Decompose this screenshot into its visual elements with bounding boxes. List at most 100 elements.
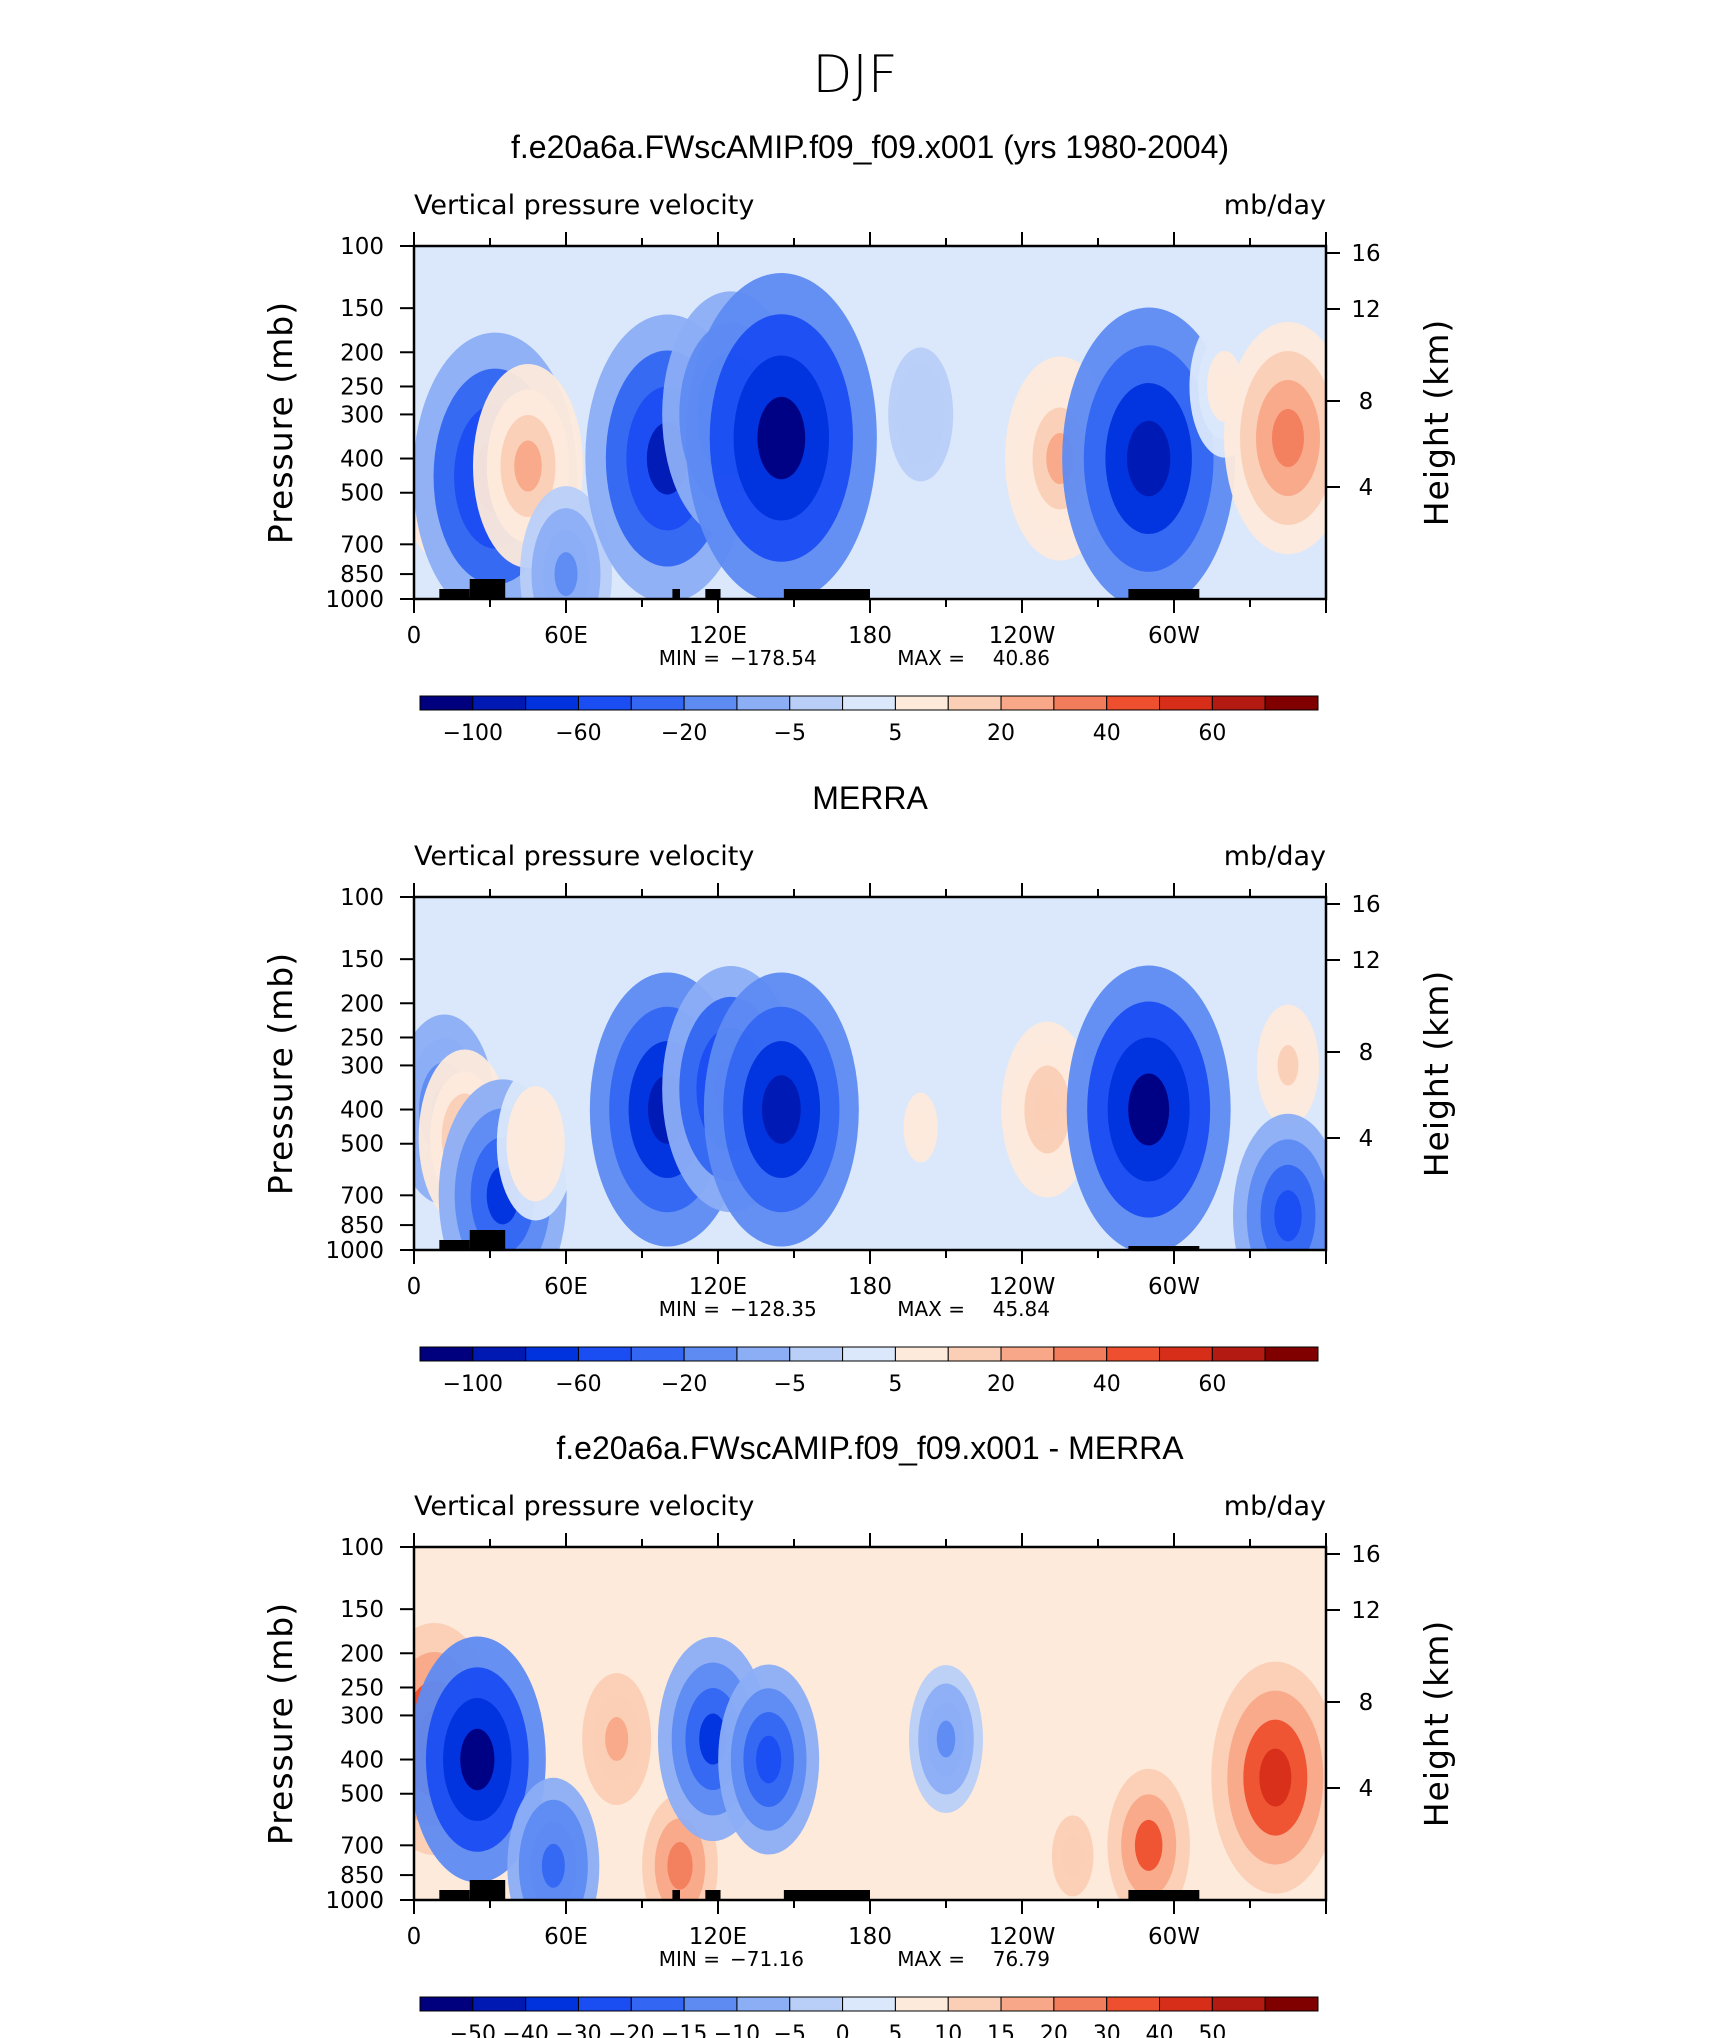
contour-cell [1001, 1021, 1094, 1198]
y-tick-label: 400 [340, 447, 384, 473]
colorbar-label: −5 [774, 721, 806, 746]
colorbar-label: 40 [1093, 721, 1121, 746]
colorbar-box [630, 1346, 685, 1362]
min-value: −178.54 [730, 646, 817, 670]
colorbar-box [789, 1346, 844, 1362]
max-value: 76.79 [993, 1947, 1050, 1971]
colorbar-box [1000, 695, 1055, 711]
contour-level [1128, 1073, 1170, 1146]
y2-tick-label: 4 [1359, 1126, 1374, 1152]
y-tick-label: 150 [340, 1597, 384, 1623]
colorbar-box [419, 1346, 474, 1362]
y-tick-label: 300 [340, 1053, 384, 1079]
colorbar-label: 5 [888, 721, 902, 746]
colorbar-label: 10 [934, 2022, 962, 2038]
colorbar-box [577, 1996, 632, 2012]
contour-field [414, 246, 1326, 599]
colorbar-box [577, 695, 632, 711]
colorbar-box [472, 695, 527, 711]
y2-axis-title: Height (km) [1417, 319, 1456, 527]
variable-label: Vertical pressure velocity [414, 1491, 754, 1522]
y-tick-label: 200 [340, 340, 384, 366]
x-tick-label: 60E [544, 623, 588, 649]
colorbar-label: −100 [443, 1372, 503, 1397]
y2-axis-title: Height (km) [1417, 1620, 1456, 1828]
panel-title: MERRA [812, 780, 928, 816]
contour-level [541, 1843, 565, 1888]
y-tick-label: 200 [340, 1641, 384, 1667]
colorbar-box [1159, 1346, 1213, 1362]
colorbar-label: 40 [1093, 1372, 1121, 1397]
colorbar-box [419, 1996, 474, 2012]
land-mask [487, 579, 506, 599]
x-tick-label: 180 [848, 1924, 892, 1950]
x-tick-label: 120W [989, 1274, 1056, 1300]
contour-level [525, 1124, 546, 1163]
x-tick-label: 120E [689, 1924, 747, 1950]
colorbar-box [894, 695, 949, 711]
contour-level [936, 1720, 956, 1758]
contour-cell [886, 1057, 955, 1198]
colorbar-box [419, 695, 474, 711]
contour-cell [703, 972, 859, 1247]
colorbar-box [1053, 695, 1108, 711]
contour-level [460, 1728, 495, 1791]
land-mask [439, 1890, 470, 1900]
x-tick-label: 60W [1148, 623, 1200, 649]
colorbar: −100 −60 −20 −5 5 20 40 60 [419, 695, 1319, 746]
max-label: MAX = [897, 646, 965, 670]
contour-field [414, 897, 1326, 1250]
colorbar-box [1000, 1346, 1055, 1362]
max-value: 45.84 [993, 1297, 1050, 1321]
y2-tick-label: 4 [1359, 1776, 1374, 1802]
colorbar-box [789, 695, 844, 711]
y2-tick-label: 8 [1359, 1040, 1374, 1066]
contour-cell [414, 1636, 546, 1883]
colorbar-box [947, 1346, 1002, 1362]
x-tick-label: 60E [544, 1274, 588, 1300]
land-mask [1128, 1246, 1200, 1250]
land-mask [672, 589, 680, 599]
contour-cell [1211, 1661, 1326, 1894]
max-label: MAX = [897, 1947, 965, 1971]
x-tick-label: 120E [689, 623, 747, 649]
contour-level [1035, 1087, 1059, 1132]
y2-tick-label: 12 [1351, 297, 1380, 323]
y-tick-label: 300 [340, 402, 384, 428]
y-tick-label: 850 [340, 1213, 384, 1239]
colorbar-label: −5 [774, 1372, 806, 1397]
colorbar-box [1106, 1996, 1161, 2012]
contour-cell [718, 1664, 820, 1855]
x-tick-label: 180 [848, 1274, 892, 1300]
panel-3: f.e20a6a.FWscAMIP.f09_f09.x001 - MERRA Ve… [261, 1430, 1456, 2038]
colorbar-box [947, 695, 1002, 711]
panel-title: f.e20a6a.FWscAMIP.f09_f09.x001 - MERRA [556, 1430, 1184, 1466]
colorbar: −100 −60 −20 −5 5 20 40 60 [419, 1346, 1319, 1397]
colorbar-label: −20 [661, 1372, 707, 1397]
units-label: mb/day [1224, 190, 1326, 221]
y2-tick-label: 8 [1359, 1690, 1374, 1716]
y-tick-label: 700 [340, 1833, 384, 1859]
colorbar-box [630, 695, 685, 711]
colorbar-label: −15 [661, 2022, 707, 2038]
contour-cell [909, 1665, 983, 1814]
colorbar-box [842, 695, 896, 711]
colorbar-box [736, 1346, 791, 1362]
contour-cell [1246, 984, 1326, 1147]
y-tick-label: 150 [340, 947, 384, 973]
contour-level [1272, 409, 1304, 468]
colorbar-box [1053, 1346, 1108, 1362]
colorbar-box [525, 1996, 579, 2012]
y-tick-label: 850 [340, 562, 384, 588]
x-tick-label: 0 [407, 1924, 422, 1950]
contour-cell [1224, 322, 1326, 555]
contour-cell [1093, 1743, 1204, 1900]
contour-cell [1031, 1774, 1115, 1900]
colorbar-box [1264, 1996, 1319, 2012]
x-tick-label: 0 [407, 1274, 422, 1300]
y-tick-label: 700 [340, 1183, 384, 1209]
contour-cell [1233, 1113, 1326, 1250]
land-mask [439, 589, 470, 599]
contour-level [757, 396, 806, 480]
contour-level [756, 1735, 782, 1784]
